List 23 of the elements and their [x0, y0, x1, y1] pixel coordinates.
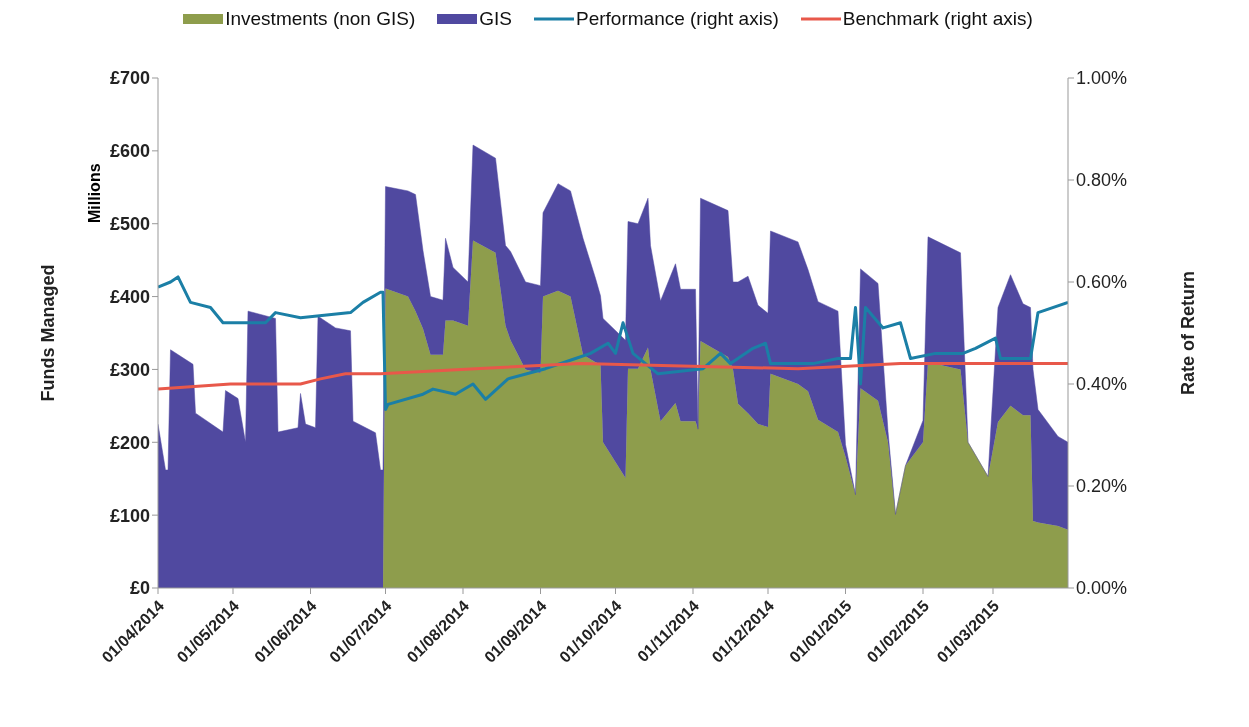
y-tick-label: £100	[109, 505, 150, 526]
y2-tick-label: 1.00%	[1076, 68, 1128, 89]
legend-label: GIS	[479, 8, 512, 30]
legend-label: Investments (non GIS)	[225, 8, 416, 30]
y-tick-label: £700	[109, 68, 150, 89]
text: Millions	[86, 163, 104, 223]
y2-tick-label: 0.00%	[1076, 578, 1128, 599]
y-tick-label: £400	[109, 286, 150, 307]
y-tick-label: £500	[109, 214, 150, 235]
legend-label: Benchmark (right axis)	[842, 8, 1033, 30]
y2-axis-title: Rate of Return	[1178, 270, 1199, 396]
line-series	[158, 275, 1068, 411]
y-tick-label: £200	[109, 432, 150, 453]
legend-label: Performance (right axis)	[576, 8, 779, 30]
y-tick-label: £600	[109, 141, 150, 162]
y2-tick-label: 0.20%	[1076, 476, 1128, 497]
y2-tick-label: 0.40%	[1076, 374, 1128, 395]
y2-tick-label: 0.80%	[1076, 170, 1128, 191]
y-tick-label: £300	[109, 359, 150, 380]
y-tick-label: £0	[129, 578, 150, 599]
y2-tick-label: 0.60%	[1076, 272, 1128, 293]
line-series	[158, 362, 1068, 391]
y-axis-title: Funds Managed	[38, 264, 59, 402]
